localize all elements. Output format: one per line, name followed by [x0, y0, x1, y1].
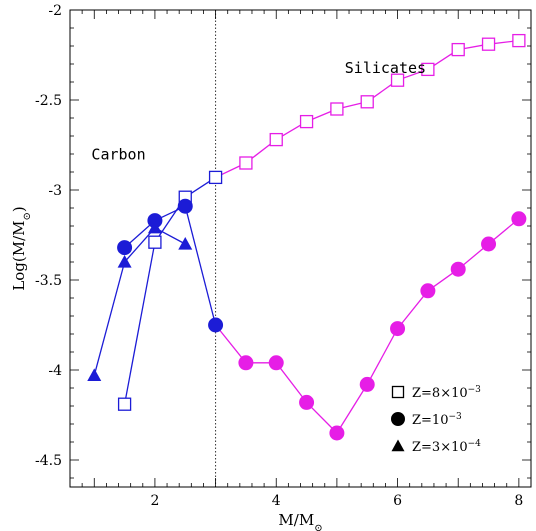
data-point-triangle: [117, 255, 132, 268]
data-point-triangle: [178, 237, 193, 250]
data-point-circle: [420, 283, 436, 299]
legend-circle-marker: [391, 412, 405, 426]
data-point-triangle: [87, 368, 102, 381]
data-point-circle: [329, 425, 345, 441]
data-point-square: [117, 397, 132, 411]
series-markers: [87, 33, 527, 441]
data-point-square: [299, 114, 314, 129]
data-point-square: [421, 62, 435, 77]
x-tick-label: 4: [272, 493, 281, 509]
data-point-circle: [238, 355, 254, 371]
series-square-segment: [123, 242, 156, 405]
data-point-square: [390, 73, 405, 87]
data-point-circle: [511, 211, 527, 227]
y-tick-label: -2: [48, 3, 62, 19]
series-circle-segment: [397, 290, 429, 330]
data-point-circle: [268, 355, 284, 371]
annotation-label: Silicates: [345, 59, 426, 77]
legend-label: Z=10−3: [412, 412, 462, 428]
y-tick-label: -4: [48, 363, 62, 379]
data-point-square: [208, 170, 223, 185]
data-point-circle: [117, 240, 133, 256]
y-tick-label: -2.5: [35, 93, 62, 109]
annotation-label: Carbon: [91, 145, 145, 163]
series-circle-segment: [336, 384, 368, 434]
data-point-circle: [177, 198, 193, 214]
data-point-square: [451, 42, 465, 57]
legend-triangle-marker: [391, 439, 405, 452]
legend-label: Z=8×10−3: [412, 385, 481, 401]
data-point-square: [148, 235, 162, 249]
series-circle-segment: [215, 324, 247, 364]
data-point-square: [330, 102, 344, 116]
series-triangle-segment: [93, 261, 126, 376]
y-tick-label: -3: [48, 183, 62, 199]
y-tick-label: -4.5: [35, 453, 62, 469]
data-point-circle: [208, 317, 224, 333]
x-tick-label: 6: [393, 493, 402, 509]
legend-label: Z=3×10−4: [412, 439, 481, 455]
data-point-square: [360, 95, 374, 109]
series-circle-segment: [184, 206, 217, 326]
x-tick-label: 2: [150, 493, 159, 509]
data-point-square: [239, 156, 253, 170]
data-point-triangle: [147, 220, 162, 234]
data-point-circle: [481, 236, 497, 252]
data-point-circle: [450, 261, 466, 277]
data-point-square: [512, 33, 526, 48]
data-point-square: [269, 132, 283, 147]
series-circle-segment: [366, 328, 399, 385]
series-circle-segment: [275, 362, 308, 403]
data-point-circle: [359, 376, 375, 392]
plot-frame: [69, 9, 532, 488]
x-axis-title: M/M⊙: [278, 511, 322, 531]
data-point-circle: [299, 394, 315, 410]
y-axis-title: Log(M/M⊙): [10, 206, 33, 290]
data-point-circle: [390, 321, 406, 337]
x-tick-label: 8: [514, 493, 523, 509]
y-tick-label: -3.5: [35, 273, 62, 289]
data-point-square: [481, 37, 496, 51]
legend-square-marker: [391, 385, 405, 399]
series-triangle-segment: [124, 227, 156, 263]
